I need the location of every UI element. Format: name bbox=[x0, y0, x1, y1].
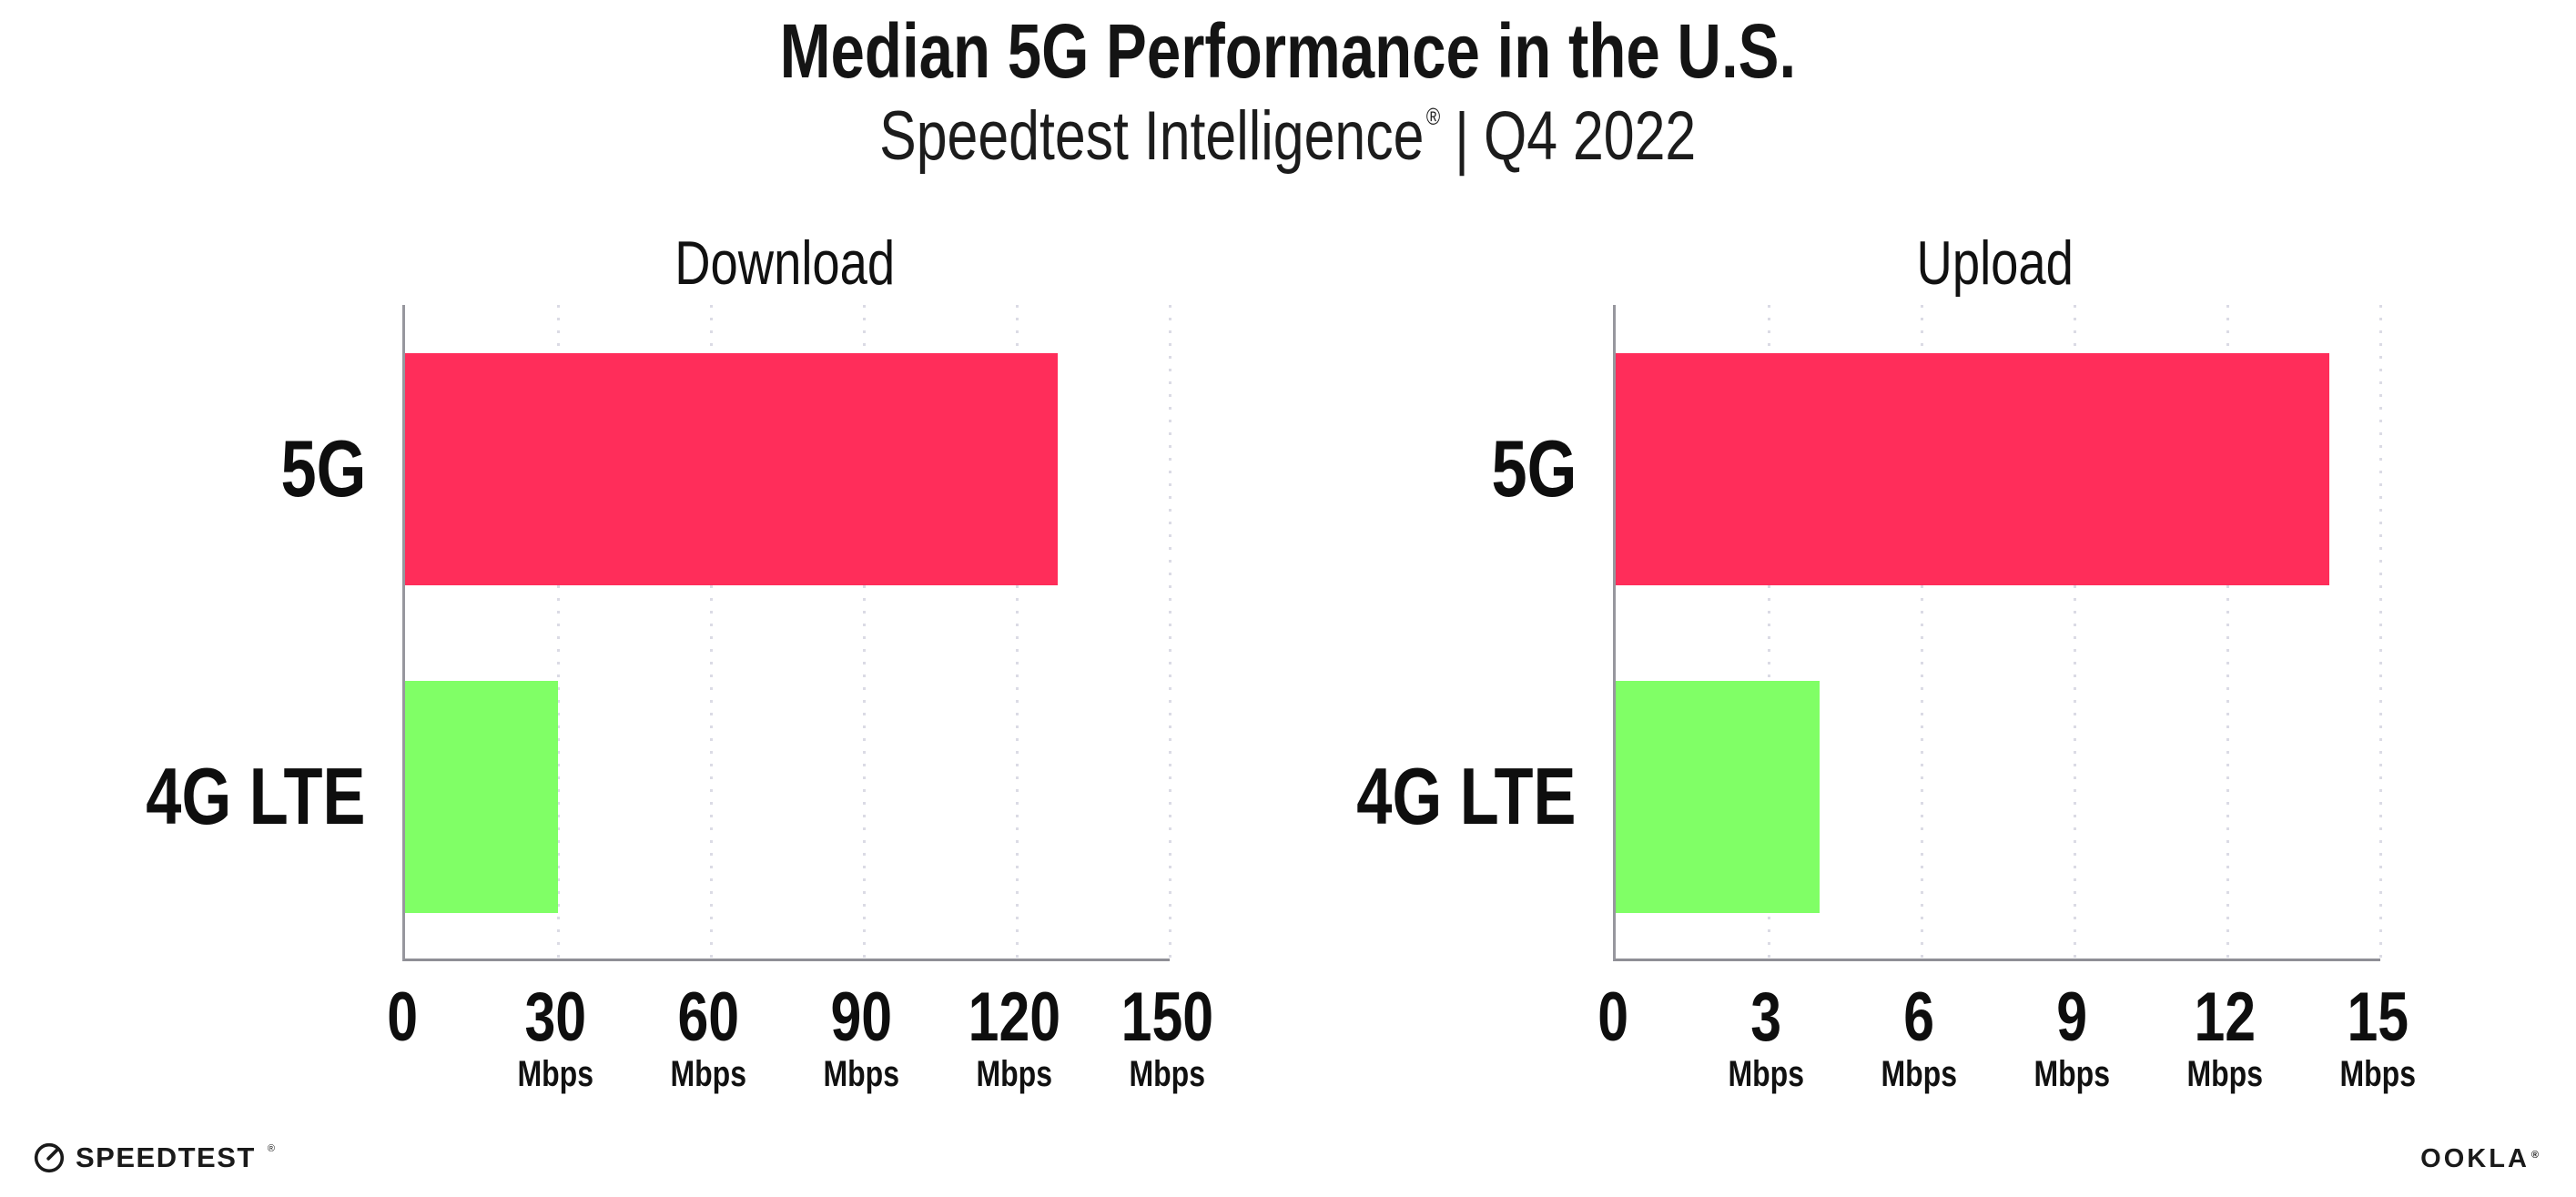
download-chart: Download 5G 4G LTE 0 30 Mbps 60 Mbps 90 Mbps 120 M… bbox=[2, 221, 1258, 1141]
category-label-text: 5G bbox=[1491, 423, 1577, 513]
page-title-text: Median 5G Performance in the U.S. bbox=[779, 8, 1797, 94]
tick-unit-text: Mbps bbox=[670, 1054, 746, 1094]
upload-chart: Upload 5G 4G LTE 0 3 Mbps 6 Mbps 9 Mbps 12 Mbps 15 M… bbox=[1212, 221, 2469, 1141]
category-label-text: 4G LTE bbox=[146, 751, 366, 841]
tick-label-text: 9 bbox=[2056, 979, 2087, 1056]
tick-label-text: 0 bbox=[1597, 979, 1628, 1056]
download-plot-area bbox=[402, 305, 1171, 961]
tick-label-text: 15 bbox=[2347, 979, 2409, 1056]
tick-label-text: 12 bbox=[2194, 979, 2256, 1056]
registered-trademark-mark: ® bbox=[1426, 103, 1441, 130]
x-tick-unit-30: Mbps bbox=[455, 1054, 655, 1094]
gridline-3-mbps bbox=[1768, 305, 1770, 959]
upload-chart-title-text: Upload bbox=[1916, 228, 2074, 298]
x-tick-label-150: 150 bbox=[1067, 981, 1267, 1054]
speedtest-registered-mark: ® bbox=[267, 1143, 275, 1154]
speedtest-logo: SPEEDTEST ® bbox=[33, 1140, 275, 1176]
subtitle-brand: Speedtest Intelligence bbox=[879, 97, 1425, 175]
x-tick-unit-9: Mbps bbox=[1972, 1054, 2172, 1094]
tick-label-text: 3 bbox=[1750, 979, 1781, 1056]
x-tick-label-0: 0 bbox=[1513, 981, 1713, 1054]
x-tick-unit-60: Mbps bbox=[608, 1054, 808, 1094]
download-chart-title: Download bbox=[402, 221, 1167, 305]
tick-unit-text: Mbps bbox=[1728, 1054, 1804, 1094]
download-chart-title-text: Download bbox=[674, 228, 895, 298]
tick-unit-text: Mbps bbox=[1881, 1054, 1957, 1094]
x-tick-unit-12: Mbps bbox=[2125, 1054, 2325, 1094]
tick-label-text: 150 bbox=[1121, 979, 1213, 1056]
category-label-text: 5G bbox=[280, 423, 366, 513]
tick-unit-text: Mbps bbox=[976, 1054, 1052, 1094]
x-tick-unit-15: Mbps bbox=[2277, 1054, 2478, 1094]
category-label-5g: 5G bbox=[1212, 418, 1577, 520]
gridline-15-mbps bbox=[2379, 305, 2382, 959]
x-tick-label-6: 6 bbox=[1819, 981, 2019, 1054]
page-subtitle-text: Speedtest Intelligence® | Q4 2022 bbox=[879, 89, 1696, 198]
gridline-90-mbps bbox=[863, 305, 866, 959]
tick-label-text: 30 bbox=[524, 979, 586, 1056]
gridline-6-mbps bbox=[1921, 305, 1923, 959]
subtitle-separator: | bbox=[1455, 99, 1470, 177]
bar-5g bbox=[405, 352, 1058, 585]
bar-5g bbox=[1616, 352, 2329, 585]
subtitle-period: Q4 2022 bbox=[1484, 97, 1697, 175]
bar-4g-lte bbox=[405, 680, 558, 913]
category-label-4g-lte: 4G LTE bbox=[2, 746, 366, 847]
x-tick-unit-6: Mbps bbox=[1819, 1054, 2019, 1094]
x-tick-label-90: 90 bbox=[761, 981, 961, 1054]
category-label-4g-lte: 4G LTE bbox=[1212, 746, 1577, 847]
tick-unit-text: Mbps bbox=[2339, 1054, 2416, 1094]
bar-4g-lte bbox=[1616, 680, 1820, 913]
tick-unit-text: Mbps bbox=[517, 1054, 593, 1094]
x-tick-label-3: 3 bbox=[1666, 981, 1866, 1054]
tick-label-text: 0 bbox=[387, 979, 418, 1056]
x-tick-label-12: 12 bbox=[2125, 981, 2325, 1054]
x-tick-label-120: 120 bbox=[914, 981, 1114, 1054]
x-tick-unit-120: Mbps bbox=[914, 1054, 1114, 1094]
tick-unit-text: Mbps bbox=[2033, 1054, 2110, 1094]
tick-unit-text: Mbps bbox=[1129, 1054, 1205, 1094]
ookla-wordmark: OOKLA bbox=[2420, 1144, 2530, 1173]
speedtest-wordmark: SPEEDTEST bbox=[76, 1141, 256, 1173]
tick-label-text: 6 bbox=[1903, 979, 1934, 1056]
gridline-30-mbps bbox=[557, 305, 560, 959]
x-tick-label-0: 0 bbox=[302, 981, 502, 1054]
tick-label-text: 60 bbox=[677, 979, 739, 1056]
category-label-text: 4G LTE bbox=[1356, 751, 1577, 841]
page-title: Median 5G Performance in the U.S. bbox=[0, 2, 2576, 100]
ookla-registered-mark: ® bbox=[2530, 1150, 2541, 1161]
x-tick-label-9: 9 bbox=[1972, 981, 2172, 1054]
tick-unit-text: Mbps bbox=[823, 1054, 899, 1094]
tick-label-text: 90 bbox=[830, 979, 892, 1056]
gridline-9-mbps bbox=[2074, 305, 2076, 959]
upload-chart-title: Upload bbox=[1613, 221, 2378, 305]
ookla-logo: OOKLA ® bbox=[2420, 1143, 2541, 1174]
gridline-60-mbps bbox=[710, 305, 713, 959]
x-tick-label-30: 30 bbox=[455, 981, 655, 1054]
gridline-150-mbps bbox=[1169, 305, 1171, 959]
page-subtitle: Speedtest Intelligence® | Q4 2022 bbox=[0, 89, 2576, 184]
x-tick-label-60: 60 bbox=[608, 981, 808, 1054]
x-tick-unit-150: Mbps bbox=[1067, 1054, 1267, 1094]
category-label-5g: 5G bbox=[2, 418, 366, 520]
gridline-12-mbps bbox=[2226, 305, 2229, 959]
gridline-120-mbps bbox=[1016, 305, 1019, 959]
x-tick-label-15: 15 bbox=[2277, 981, 2478, 1054]
upload-plot-area bbox=[1613, 305, 2382, 961]
x-tick-unit-3: Mbps bbox=[1666, 1054, 1866, 1094]
speedtest-gauge-icon bbox=[33, 1141, 66, 1174]
x-tick-unit-90: Mbps bbox=[761, 1054, 961, 1094]
tick-label-text: 120 bbox=[968, 979, 1060, 1056]
tick-unit-text: Mbps bbox=[2186, 1054, 2263, 1094]
